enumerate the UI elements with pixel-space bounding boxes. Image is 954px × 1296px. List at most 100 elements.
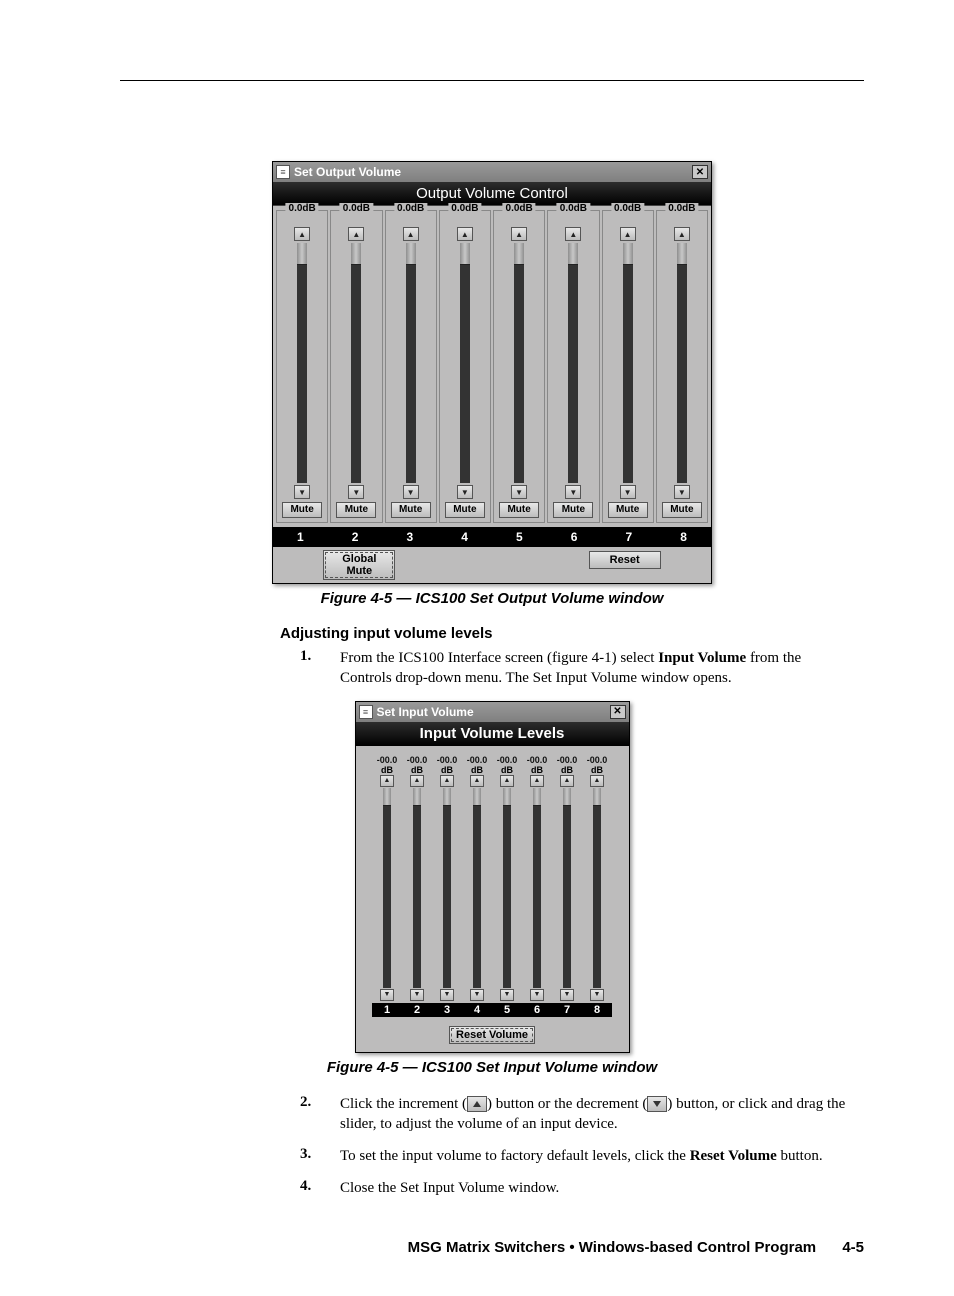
volume-slider[interactable] (533, 788, 541, 988)
db-value: -00.0 (497, 756, 518, 765)
increment-button[interactable]: ▲ (511, 227, 527, 241)
volume-slider[interactable] (351, 243, 361, 483)
decrement-button[interactable]: ▼ (440, 989, 454, 1001)
step-number: 4. (300, 1178, 340, 1198)
decrement-button[interactable]: ▼ (380, 989, 394, 1001)
db-label: 0.0dB (286, 203, 319, 214)
increment-button[interactable]: ▲ (560, 775, 574, 787)
db-unit: dB (381, 765, 393, 775)
figure-input-volume: ≡ Set Input Volume ✕ Input Volume Levels… (120, 701, 864, 1053)
reset-button[interactable]: Reset (589, 551, 661, 569)
global-mute-button[interactable]: Global Mute (323, 550, 395, 580)
db-unit: dB (591, 765, 603, 775)
increment-button[interactable]: ▲ (457, 227, 473, 241)
close-icon[interactable]: ✕ (610, 705, 626, 719)
increment-button[interactable]: ▲ (620, 227, 636, 241)
volume-slider[interactable] (297, 243, 307, 483)
volume-slider[interactable] (568, 243, 578, 483)
mute-button[interactable]: Mute (282, 502, 322, 518)
decrement-button[interactable]: ▼ (470, 989, 484, 1001)
mute-button[interactable]: Mute (608, 502, 648, 518)
decrement-button[interactable]: ▼ (348, 485, 364, 499)
volume-slider[interactable] (406, 243, 416, 483)
volume-slider[interactable] (413, 788, 421, 988)
db-unit: dB (501, 765, 513, 775)
volume-slider[interactable] (460, 243, 470, 483)
volume-slider[interactable] (443, 788, 451, 988)
mute-button[interactable]: Mute (553, 502, 593, 518)
db-label: 0.0dB (665, 203, 698, 214)
increment-button[interactable]: ▲ (674, 227, 690, 241)
decrement-icon (647, 1096, 667, 1112)
channel-number: 1 (372, 1003, 402, 1017)
input-channel: -00.0dB▲▼ (372, 756, 402, 1001)
increment-button[interactable]: ▲ (470, 775, 484, 787)
volume-slider[interactable] (514, 243, 524, 483)
increment-button[interactable]: ▲ (380, 775, 394, 787)
decrement-button[interactable]: ▼ (294, 485, 310, 499)
step-2: 2. Click the increment () button or the … (120, 1094, 864, 1135)
db-label: 0.0dB (503, 203, 536, 214)
step-1: 1. From the ICS100 Interface screen (fig… (120, 648, 864, 689)
decrement-button[interactable]: ▼ (403, 485, 419, 499)
decrement-button[interactable]: ▼ (511, 485, 527, 499)
increment-button[interactable]: ▲ (590, 775, 604, 787)
window-titlebar: ≡ Set Output Volume ✕ (273, 162, 711, 182)
increment-button[interactable]: ▲ (565, 227, 581, 241)
volume-slider[interactable] (593, 788, 601, 988)
db-label: 0.0dB (557, 203, 590, 214)
volume-slider[interactable] (383, 788, 391, 988)
input-channel: -00.0dB▲ ▼ (492, 756, 522, 1001)
mute-button[interactable]: Mute (336, 502, 376, 518)
db-label: 0.0dB (340, 203, 373, 214)
output-volume-window: ≡ Set Output Volume ✕ Output Volume Cont… (272, 161, 712, 584)
volume-slider[interactable] (623, 243, 633, 483)
increment-button[interactable]: ▲ (294, 227, 310, 241)
close-icon[interactable]: ✕ (692, 165, 708, 179)
increment-button[interactable]: ▲ (440, 775, 454, 787)
reset-volume-button[interactable]: Reset Volume (449, 1026, 535, 1044)
output-channel: 0.0dB▲▼Mute (439, 210, 491, 523)
decrement-button[interactable]: ▼ (530, 989, 544, 1001)
db-unit: dB (561, 765, 573, 775)
decrement-button[interactable]: ▼ (560, 989, 574, 1001)
increment-button[interactable]: ▲ (500, 775, 514, 787)
output-channel: 0.0dB▲▼Mute (276, 210, 328, 523)
volume-slider[interactable] (473, 788, 481, 988)
output-channel: 0.0dB▲▼Mute (547, 210, 599, 523)
decrement-button[interactable]: ▼ (410, 989, 424, 1001)
db-value: -00.0 (467, 756, 488, 765)
increment-button[interactable]: ▲ (530, 775, 544, 787)
db-label: 0.0dB (448, 203, 481, 214)
db-label: 0.0dB (611, 203, 644, 214)
decrement-button[interactable]: ▼ (590, 989, 604, 1001)
db-value: -00.0 (557, 756, 578, 765)
mute-button[interactable]: Mute (445, 502, 485, 518)
channel-number: 5 (492, 527, 547, 547)
decrement-button[interactable]: ▼ (674, 485, 690, 499)
volume-slider[interactable] (677, 243, 687, 483)
channel-number: 6 (522, 1003, 552, 1017)
increment-button[interactable]: ▲ (403, 227, 419, 241)
page-footer: MSG Matrix Switchers • Windows-based Con… (120, 1239, 864, 1256)
input-channel: -00.0dB▲▼ (402, 756, 432, 1001)
step-4: 4. Close the Set Input Volume window. (120, 1178, 864, 1198)
decrement-button[interactable]: ▼ (565, 485, 581, 499)
output-channel: 0.0dB▲▼Mute (602, 210, 654, 523)
output-channel: 0.0dB▲▼Mute (493, 210, 545, 523)
output-channel: 0.0dB▲▼Mute (330, 210, 382, 523)
increment-button[interactable]: ▲ (348, 227, 364, 241)
volume-slider[interactable] (503, 788, 511, 988)
mute-button[interactable]: Mute (662, 502, 702, 518)
mute-button[interactable]: Mute (391, 502, 431, 518)
channel-number: 5 (492, 1003, 522, 1017)
mute-button[interactable]: Mute (499, 502, 539, 518)
decrement-button[interactable]: ▼ (620, 485, 636, 499)
decrement-button[interactable]: ▼ (500, 989, 514, 1001)
step-text: Close the Set Input Volume window. (340, 1178, 854, 1198)
input-channel: -00.0dB▲▼ (582, 756, 612, 1001)
window-banner: Input Volume Levels (356, 722, 629, 746)
decrement-button[interactable]: ▼ (457, 485, 473, 499)
volume-slider[interactable] (563, 788, 571, 988)
increment-button[interactable]: ▲ (410, 775, 424, 787)
